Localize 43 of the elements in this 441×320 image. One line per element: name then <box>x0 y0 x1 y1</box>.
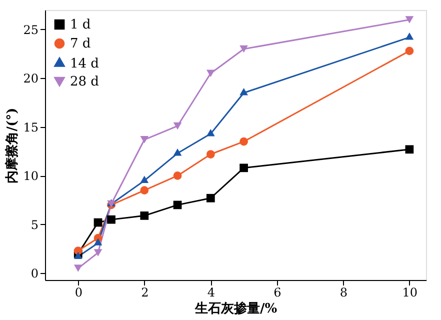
legend-label: 1 d <box>70 18 91 32</box>
x-axis-title: 生石灰掺量/% <box>194 300 278 316</box>
point <box>140 136 149 144</box>
point <box>94 249 102 256</box>
legend-label: 14 d <box>70 56 99 72</box>
y-tick-label: 25 <box>23 22 38 37</box>
point <box>173 122 182 130</box>
point <box>140 186 149 194</box>
point <box>240 45 248 53</box>
point <box>206 194 215 202</box>
point <box>206 70 215 77</box>
point <box>173 200 182 210</box>
point <box>206 150 215 158</box>
y-tick-label: 10 <box>23 169 38 184</box>
point <box>173 148 182 156</box>
point <box>173 172 182 180</box>
y-tick-label: 5 <box>30 218 38 232</box>
point <box>94 218 102 227</box>
legend-label: 28 d <box>70 74 99 90</box>
x-tick-label: 8 <box>340 286 348 300</box>
point <box>405 46 414 56</box>
point <box>240 164 248 172</box>
point <box>240 137 248 146</box>
point <box>240 88 248 96</box>
x-tick-label: 4 <box>207 286 216 300</box>
x-tick-label: 6 <box>274 286 282 300</box>
point <box>140 176 149 183</box>
point <box>405 145 414 154</box>
y-tick-label: 15 <box>23 120 38 134</box>
x-tick-label: 10 <box>402 286 418 300</box>
point <box>206 128 215 136</box>
point <box>405 32 414 40</box>
legend-label: 7 d <box>70 36 91 52</box>
x-tick-label: 2 <box>141 286 149 300</box>
point <box>94 238 102 246</box>
point <box>405 16 414 24</box>
x-tick-label: 0 <box>74 286 82 300</box>
y-axis-title: 内摩擦角/(°) <box>4 108 20 184</box>
y-tick-label: 20 <box>23 72 38 86</box>
point <box>107 215 116 224</box>
point <box>74 264 82 272</box>
point <box>140 211 149 220</box>
y-tick-label: 0 <box>30 266 38 281</box>
